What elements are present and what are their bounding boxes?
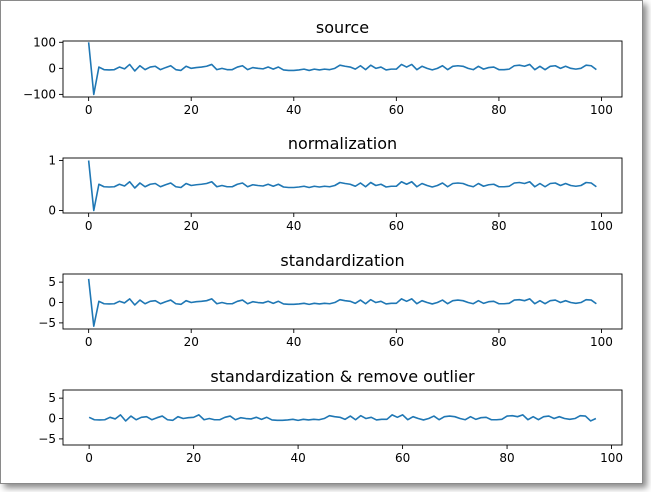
series-line [87,278,597,327]
series-line [88,414,597,422]
subplot-1: source 0 20 40 60 80 100 100 0 −100 [23,18,623,117]
y-tick-label: 1 [48,154,56,168]
x-tick-label: 40 [286,103,301,117]
subplot-title: normalization [288,134,397,153]
x-tick-label: 0 [85,219,93,233]
x-tick-label: 0 [85,103,93,117]
y-tick-label: −100 [23,87,56,101]
subplot-title: standardization & remove outlier [210,367,475,386]
x-tick-label: 60 [389,219,404,233]
x-tick-label: 80 [491,219,506,233]
figure-window: source 0 20 40 60 80 100 100 0 −100 normalization 0… [0,0,643,484]
y-tick-label: 100 [33,35,56,49]
x-tick-label: 100 [590,219,613,233]
x-tick-label: 100 [590,335,613,349]
y-tick-label: 0 [48,61,56,75]
x-tick-label: 60 [389,335,404,349]
x-tick-label: 80 [499,451,514,465]
x-tick-label: 20 [184,219,199,233]
y-tick-label: −5 [38,316,56,330]
axes-frame [62,40,623,98]
series-line [87,42,597,96]
x-tick-label: 40 [286,335,301,349]
x-tick-label: 100 [590,103,613,117]
axes-frame [62,389,623,446]
x-tick-label: 0 [85,451,93,465]
subplot-2: normalization 0 20 40 60 80 100 1 0 [48,134,623,233]
series-line [87,160,597,212]
y-tick-label: 5 [48,275,56,289]
x-tick-label: 80 [491,103,506,117]
y-tick-label: 5 [48,391,56,405]
subplot-4: standardization & remove outlier 0 20 40 60 8… [38,367,623,465]
y-tick-label: −5 [38,432,56,446]
axes-frame [62,157,623,214]
subplot-3: standardization 0 20 40 60 80 100 5 0 −5 [38,251,623,349]
y-tick-label: 0 [48,296,56,310]
subplot-title: source [316,18,369,37]
x-tick-label: 40 [286,219,301,233]
x-tick-label: 40 [290,451,305,465]
x-tick-label: 80 [491,335,506,349]
x-tick-label: 20 [184,335,199,349]
x-tick-label: 60 [395,451,410,465]
subplot-title: standardization [280,251,404,270]
x-tick-label: 100 [600,451,623,465]
x-tick-label: 0 [85,335,93,349]
x-tick-label: 20 [184,103,199,117]
y-tick-label: 0 [48,412,56,426]
x-tick-label: 60 [389,103,404,117]
axes-frame [62,273,623,330]
x-tick-label: 20 [186,451,201,465]
y-tick-label: 0 [48,204,56,218]
